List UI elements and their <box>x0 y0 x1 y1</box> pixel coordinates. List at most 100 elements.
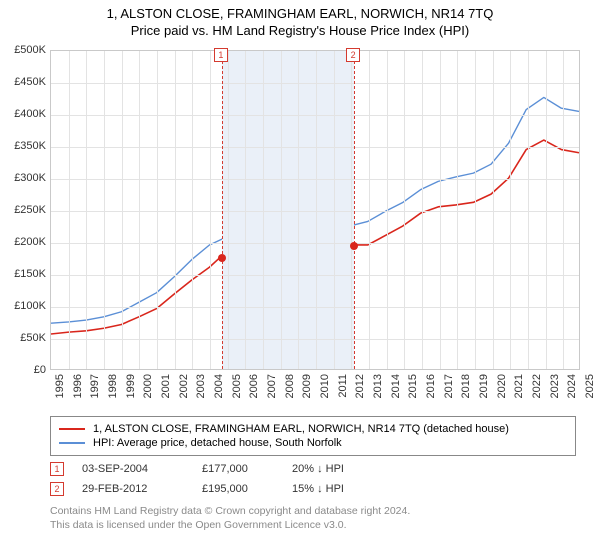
x-axis-label: 2011 <box>337 374 349 398</box>
gridline-v <box>369 51 370 369</box>
y-axis-label: £300K <box>14 172 46 184</box>
gridline-v <box>546 51 547 369</box>
footer: Contains HM Land Registry data © Crown c… <box>50 504 576 532</box>
legend-row: HPI: Average price, detached house, Sout… <box>59 437 567 449</box>
x-axis-label: 2005 <box>231 374 243 398</box>
gridline-v <box>404 51 405 369</box>
gridline-v <box>316 51 317 369</box>
x-axis-label: 1996 <box>72 374 84 398</box>
gridline-v <box>157 51 158 369</box>
gridline-v <box>334 51 335 369</box>
x-axis-label: 2000 <box>142 374 154 398</box>
gridline-v <box>528 51 529 369</box>
x-axis-label: 2013 <box>372 374 384 398</box>
gridline-h <box>51 307 579 308</box>
marker-badge-1: 1 <box>50 462 64 476</box>
marker-date: 03-SEP-2004 <box>82 463 202 475</box>
legend-label-hpi: HPI: Average price, detached house, Sout… <box>93 437 342 449</box>
x-axis-label: 1999 <box>125 374 137 398</box>
x-axis-label: 2025 <box>584 374 596 398</box>
y-axis-label: £400K <box>14 108 46 120</box>
marker-date: 29-FEB-2012 <box>82 483 202 495</box>
gridline-v <box>228 51 229 369</box>
x-axis-label: 2012 <box>354 374 366 398</box>
legend-swatch-price <box>59 428 85 430</box>
footer-line-1: Contains HM Land Registry data © Crown c… <box>50 504 576 518</box>
x-axis-label: 2018 <box>460 374 472 398</box>
x-axis-label: 2021 <box>513 374 525 398</box>
gridline-v <box>493 51 494 369</box>
data-point-2 <box>350 242 358 250</box>
x-axis-label: 2022 <box>531 374 543 398</box>
marker-table: 1 03-SEP-2004 £177,000 20% ↓ HPI 2 29-FE… <box>50 462 576 496</box>
legend-row: 1, ALSTON CLOSE, FRAMINGHAM EARL, NORWIC… <box>59 423 567 435</box>
legend-swatch-hpi <box>59 442 85 444</box>
x-axis-label: 2001 <box>160 374 172 398</box>
y-axis-label: £250K <box>14 204 46 216</box>
x-axis-label: 2009 <box>301 374 313 398</box>
x-axis-label: 1997 <box>89 374 101 398</box>
gridline-h <box>51 211 579 212</box>
gridline-v <box>192 51 193 369</box>
y-axis-label: £50K <box>20 332 46 344</box>
y-axis-label: £0 <box>34 364 46 376</box>
footer-line-2: This data is licensed under the Open Gov… <box>50 518 576 532</box>
x-axis-label: 2014 <box>390 374 402 398</box>
gridline-v <box>122 51 123 369</box>
y-axis-label: £100K <box>14 300 46 312</box>
gridline-v <box>69 51 70 369</box>
gridline-v <box>422 51 423 369</box>
x-axis-label: 2008 <box>284 374 296 398</box>
gridline-v <box>263 51 264 369</box>
marker-delta: 15% ↓ HPI <box>292 483 402 495</box>
gridline-v <box>298 51 299 369</box>
marker-table-row: 1 03-SEP-2004 £177,000 20% ↓ HPI <box>50 462 576 476</box>
gridline-v <box>387 51 388 369</box>
gridline-h <box>51 115 579 116</box>
x-axis-label: 2007 <box>266 374 278 398</box>
x-axis-label: 2017 <box>443 374 455 398</box>
page-title: 1, ALSTON CLOSE, FRAMINGHAM EARL, NORWIC… <box>0 6 600 21</box>
gridline-v <box>210 51 211 369</box>
y-axis-label: £150K <box>14 268 46 280</box>
x-axis-label: 2015 <box>407 374 419 398</box>
marker-vline <box>222 51 223 369</box>
x-axis-label: 2002 <box>178 374 190 398</box>
y-axis-label: £350K <box>14 140 46 152</box>
x-axis-label: 1995 <box>54 374 66 398</box>
gridline-v <box>510 51 511 369</box>
marker-vline <box>354 51 355 369</box>
gridline-v <box>351 51 352 369</box>
gridline-h <box>51 179 579 180</box>
chart: £0 £50K £100K £150K £200K £250K £300K £350K £400… <box>0 40 600 410</box>
x-axis-label: 2023 <box>549 374 561 398</box>
x-axis-label: 2010 <box>319 374 331 398</box>
marker-badge-2: 2 <box>346 48 360 62</box>
x-axis-label: 2020 <box>496 374 508 398</box>
marker-table-row: 2 29-FEB-2012 £195,000 15% ↓ HPI <box>50 482 576 496</box>
marker-badge-1: 1 <box>214 48 228 62</box>
gridline-v <box>281 51 282 369</box>
gridline-h <box>51 147 579 148</box>
title-block: 1, ALSTON CLOSE, FRAMINGHAM EARL, NORWIC… <box>0 0 600 40</box>
data-point-1 <box>218 254 226 262</box>
x-axis-label: 2016 <box>425 374 437 398</box>
y-axis-label: £500K <box>14 44 46 56</box>
gridline-v <box>175 51 176 369</box>
y-axis-label: £200K <box>14 236 46 248</box>
gridline-v <box>457 51 458 369</box>
gridline-v <box>245 51 246 369</box>
gridline-v <box>104 51 105 369</box>
x-axis-label: 2024 <box>566 374 578 398</box>
x-axis-label: 2003 <box>195 374 207 398</box>
y-axis-label: £450K <box>14 76 46 88</box>
marker-price: £195,000 <box>202 483 292 495</box>
gridline-v <box>139 51 140 369</box>
x-axis-label: 2019 <box>478 374 490 398</box>
plot-area <box>50 50 580 370</box>
gridline-v <box>563 51 564 369</box>
legend: 1, ALSTON CLOSE, FRAMINGHAM EARL, NORWIC… <box>50 416 576 456</box>
gridline-h <box>51 275 579 276</box>
gridline-h <box>51 339 579 340</box>
gridline-h <box>51 83 579 84</box>
